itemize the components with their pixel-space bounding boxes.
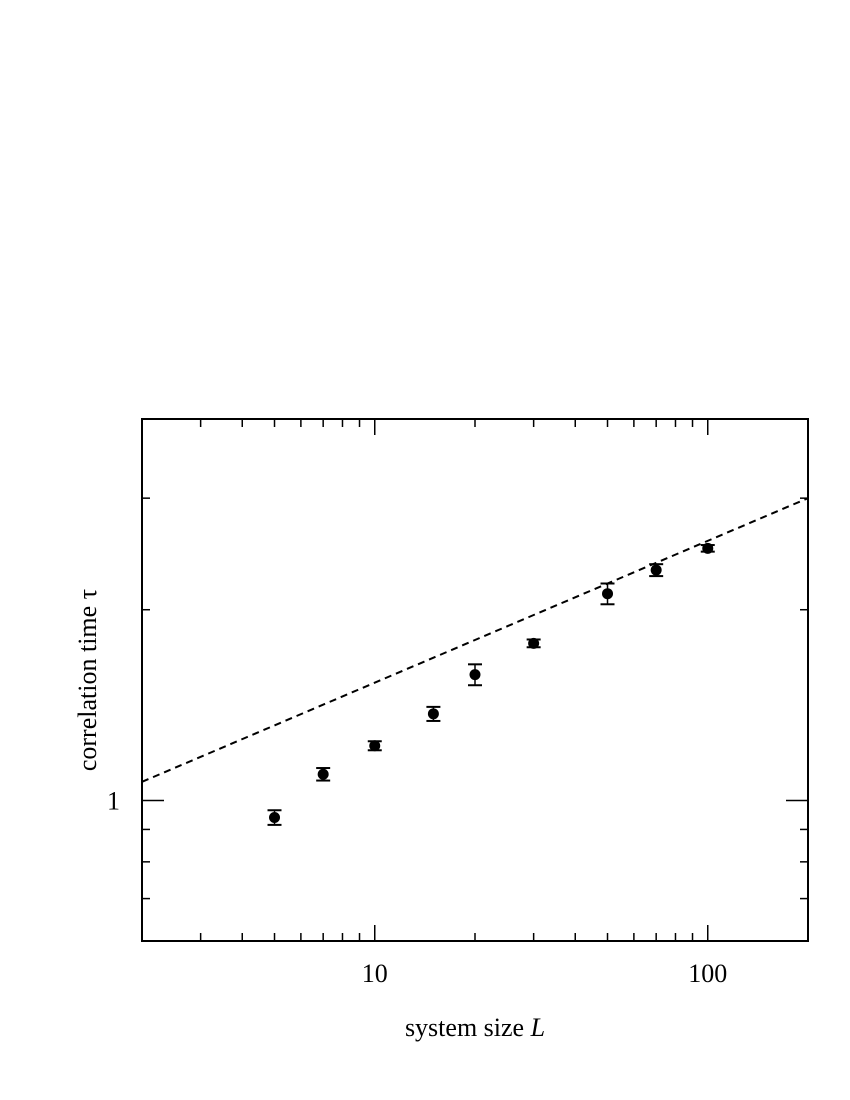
fit-line: [141, 497, 809, 783]
tick-labels: 10 100 1: [107, 786, 727, 988]
data-point: [427, 708, 439, 720]
x-axis-label: system size L: [405, 1013, 545, 1042]
x-tick-label: 10: [362, 959, 388, 988]
data-point: [269, 811, 281, 823]
data-point: [469, 669, 481, 681]
data-point: [602, 588, 614, 600]
fit-line-group: [141, 497, 809, 783]
plot-frame: [141, 418, 809, 942]
y-tick-label: 1: [107, 786, 120, 815]
x-tick-label: 100: [688, 959, 727, 988]
data-point: [369, 740, 381, 752]
data-point: [702, 542, 714, 554]
y-axis-label: correlation time τ: [73, 589, 102, 771]
data-point: [317, 768, 329, 780]
data-point: [650, 564, 662, 576]
data-point: [528, 637, 540, 649]
data-points: [267, 542, 715, 826]
